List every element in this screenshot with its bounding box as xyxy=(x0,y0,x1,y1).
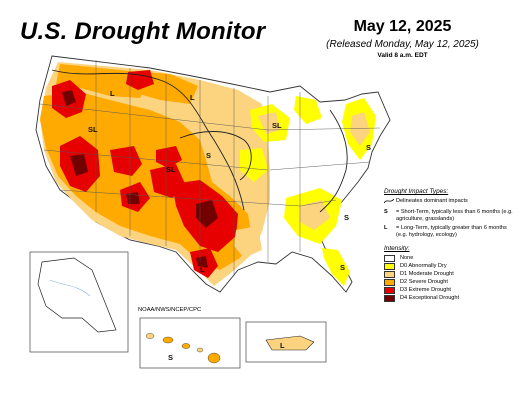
impact-line-icon xyxy=(383,198,396,207)
label-l-puertorico: L xyxy=(280,341,285,350)
intensity-legend-header: Intensity: xyxy=(384,244,410,252)
impact-l-text: = Long-Term, typically greater than 6 mo… xyxy=(396,224,507,238)
swatch-d1 xyxy=(384,271,395,279)
legend: Drought Impact Types: Delineates dominan… xyxy=(383,188,514,303)
d1-southeast xyxy=(300,200,330,230)
d0-great-lakes xyxy=(294,96,322,124)
impact-boundary-west xyxy=(51,69,245,211)
d4-texas xyxy=(196,200,218,228)
intensity-label-d3: D3 Extreme Drought xyxy=(400,287,451,294)
intensity-label-d4: D4 Exceptional Drought xyxy=(400,295,460,302)
d1-northeast xyxy=(350,112,370,146)
label-sl-west: SL xyxy=(88,125,98,134)
swatch-d4 xyxy=(384,295,395,303)
intensity-item-d3: D3 Extreme Drought xyxy=(384,287,514,295)
state-borders xyxy=(39,60,381,276)
impact-l-key: L xyxy=(384,224,388,231)
intensity-label-d1: D1 Moderate Drought xyxy=(400,271,454,278)
intensity-label-d2: D2 Severe Drought xyxy=(400,279,448,286)
intensity-item-d0: D0 Abnormally Dry xyxy=(384,263,514,271)
label-sl-plains: SL xyxy=(166,165,176,174)
intensity-item-d4: D4 Exceptional Drought xyxy=(384,295,514,303)
alaska-shape xyxy=(37,257,117,333)
impact-s-row: S = Short-Term, typically less than 6 mo… xyxy=(384,209,514,223)
label-l-northwest: L xyxy=(110,89,115,98)
impact-legend-header: Drought Impact Types: xyxy=(384,188,449,195)
label-s-kansas: S xyxy=(206,151,211,160)
d4-oregon xyxy=(62,90,76,106)
label-s-northeast: S xyxy=(366,143,371,152)
impact-l-row: L = Long-Term, typically greater than 6 … xyxy=(384,225,514,239)
author-credit: NOAA/NWS/NCEP/CPC xyxy=(138,307,202,313)
alaska-rivers xyxy=(49,279,91,297)
swatch-none xyxy=(384,255,395,263)
hawaii-island-2 xyxy=(162,336,174,344)
puerto-rico-shape xyxy=(265,335,315,351)
map-date: May 12, 2025 xyxy=(353,18,452,35)
swatch-d2 xyxy=(384,279,395,287)
d3-montana xyxy=(126,70,154,90)
d1-texas-east xyxy=(234,226,262,258)
hawaii-island-1 xyxy=(145,333,155,339)
label-sl-midwest: SL xyxy=(272,121,282,130)
label-s-eastcoast: S xyxy=(344,213,349,222)
d1-midwest xyxy=(258,112,280,134)
release-note: (Released Monday, May 12, 2025) xyxy=(326,39,479,50)
swatch-d0 xyxy=(384,263,395,271)
intensity-label-none: None xyxy=(400,255,414,262)
label-s-florida: S xyxy=(340,263,345,272)
hawaii-island-5 xyxy=(207,352,221,364)
hawaii-island-3 xyxy=(181,343,191,349)
intensity-item-d1: D1 Moderate Drought xyxy=(384,271,514,279)
d3-colorado xyxy=(156,146,182,168)
hawaii-island-4 xyxy=(196,347,204,353)
impact-line-label: Delineates dominant impacts xyxy=(396,198,468,204)
d4-nevada xyxy=(70,154,88,176)
impact-line-row: Delineates dominant impacts xyxy=(383,198,514,207)
d4-texas-south xyxy=(196,256,208,268)
d0-florida xyxy=(322,248,350,286)
d4-arizona xyxy=(126,192,140,204)
valid-time: Valid 8 a.m. EDT xyxy=(377,52,428,59)
d3-utah xyxy=(110,146,142,176)
intensity-label-d0: D0 Abnormally Dry xyxy=(400,263,447,270)
label-s-hawaii: S xyxy=(168,353,173,362)
intensity-item-d2: D2 Severe Drought xyxy=(384,279,514,287)
impact-s-key: S xyxy=(384,208,388,215)
hawaii-inset xyxy=(139,317,241,369)
impact-boundary-plains xyxy=(179,131,252,181)
map-title: U.S. Drought Monitor xyxy=(20,18,266,45)
swatch-d3 xyxy=(384,287,395,295)
intensity-item-none: None xyxy=(384,255,514,263)
label-l-texas: L xyxy=(200,265,205,274)
label-l-plains: L xyxy=(190,93,195,102)
impact-s-text: = Short-Term, typically less than 6 mont… xyxy=(396,208,513,222)
